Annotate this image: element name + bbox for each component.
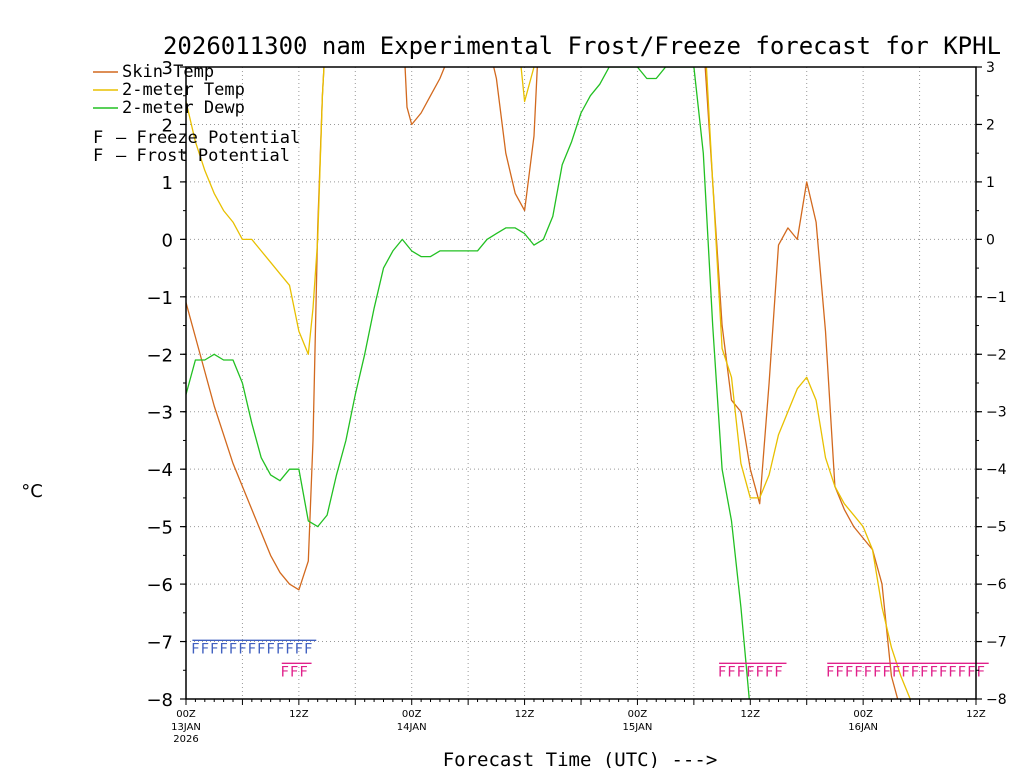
y-tick-label: −4 bbox=[146, 460, 173, 481]
x-tick-label: 12Z bbox=[515, 709, 535, 720]
x-tick-label: 12Z bbox=[966, 709, 986, 720]
x-tick-label: 12Z bbox=[740, 709, 760, 720]
x-tick-sublabel: 14JAN bbox=[397, 722, 427, 733]
y-tick-label-right: 2 bbox=[986, 117, 995, 133]
y-tick-label-right: 1 bbox=[986, 175, 995, 191]
frost-flag: F bbox=[285, 641, 293, 657]
x-tick-label: 00Z bbox=[176, 709, 196, 720]
frost-flag: F bbox=[257, 641, 265, 657]
y-tick-label-right: −5 bbox=[986, 520, 1007, 536]
x-tick-label: 12Z bbox=[289, 709, 309, 720]
y-tick-label-right: 3 bbox=[986, 60, 995, 76]
legend-flag-letter: F bbox=[93, 146, 103, 166]
chart-title: 2026011300 nam Experimental Frost/Freeze… bbox=[163, 32, 1001, 60]
series-line-2-meter-dewp bbox=[186, 67, 750, 699]
freeze-flag: F bbox=[939, 664, 947, 680]
y-tick-label-right: 0 bbox=[986, 232, 995, 248]
freeze-flag: F bbox=[727, 664, 735, 680]
y-tick-label-right: −2 bbox=[986, 347, 1007, 363]
frost-flag: F bbox=[219, 641, 227, 657]
grid bbox=[186, 67, 976, 699]
freeze-flag: F bbox=[774, 664, 782, 680]
y-axis-label: °C bbox=[21, 481, 43, 502]
freeze-flag: F bbox=[892, 664, 900, 680]
frost-flag: F bbox=[201, 641, 209, 657]
y-tick-label: 0 bbox=[162, 230, 173, 251]
freeze-flag: F bbox=[826, 664, 834, 680]
legend-label: 2-meter Dewp bbox=[122, 98, 245, 118]
x-tick-label: 00Z bbox=[628, 709, 648, 720]
frost-flag: F bbox=[266, 641, 274, 657]
frost-flag: F bbox=[248, 641, 256, 657]
legend-label: 2-meter Temp bbox=[122, 80, 245, 100]
legend-label: Skin Temp bbox=[122, 62, 214, 82]
legend-flag-letter: F bbox=[93, 128, 103, 148]
freeze-flag: F bbox=[901, 664, 909, 680]
freeze-flag: F bbox=[948, 664, 956, 680]
axes-layer: 3 3 2 2 1 1 0 0 −1 −1 −2 −2 −3 −3 −4 −4 −5 −5 −6 −6 −7 −7 −8 −8… bbox=[146, 58, 1006, 745]
freeze-flag: F bbox=[873, 664, 881, 680]
frost-flag: F bbox=[229, 641, 237, 657]
freeze-flag: F bbox=[854, 664, 862, 680]
frost-flag: F bbox=[295, 641, 303, 657]
freeze-flag: F bbox=[958, 664, 966, 680]
freeze-flag: F bbox=[746, 664, 754, 680]
y-tick-label-right: −3 bbox=[986, 405, 1007, 421]
series-layer bbox=[186, 67, 911, 699]
x-tick-label: 00Z bbox=[402, 709, 422, 720]
x-tick-sublabel: 13JAN bbox=[171, 722, 201, 733]
legend-flag-label: – Freeze Potential bbox=[116, 128, 300, 148]
y-tick-label: 2 bbox=[162, 115, 173, 136]
flags-layer: F F F F F F F F F F F F FF F F F F F F F F F F F F F F F F F F F F F F F F F F bbox=[191, 639, 989, 680]
freeze-flag: F bbox=[920, 664, 928, 680]
y-tick-label: −6 bbox=[146, 575, 173, 596]
legend-flag-label: – Frost Potential bbox=[116, 146, 290, 166]
y-tick-label: −5 bbox=[146, 518, 173, 539]
freeze-flag: F bbox=[290, 664, 298, 680]
x-axis-label: Forecast Time (UTC) ---> bbox=[443, 749, 718, 768]
x-tick-sublabel: 2026 bbox=[173, 734, 198, 745]
series-line-2-meter-temp bbox=[186, 67, 911, 699]
freeze-flag: F bbox=[835, 664, 843, 680]
freeze-flag: F bbox=[718, 664, 726, 680]
x-tick-sublabel: 15JAN bbox=[623, 722, 653, 733]
freeze-flag: F bbox=[755, 664, 763, 680]
freeze-flag: F bbox=[882, 664, 890, 680]
y-tick-label-right: −7 bbox=[986, 635, 1007, 651]
y-tick-label-right: −8 bbox=[986, 692, 1007, 708]
freeze-flag: F bbox=[976, 664, 984, 680]
y-tick-label: −3 bbox=[146, 403, 173, 424]
y-tick-label: −8 bbox=[146, 690, 173, 711]
freeze-flag: F bbox=[765, 664, 773, 680]
y-tick-label-right: −4 bbox=[986, 462, 1007, 478]
frost-flag: F bbox=[191, 641, 199, 657]
y-tick-label: −7 bbox=[146, 633, 173, 654]
freeze-flag: F bbox=[864, 664, 872, 680]
x-tick-label: 00Z bbox=[853, 709, 873, 720]
frost-flag: F bbox=[238, 641, 246, 657]
freeze-flag: F bbox=[281, 664, 289, 680]
freeze-flag: F bbox=[845, 664, 853, 680]
freeze-flag: F bbox=[967, 664, 975, 680]
frost-flag: F bbox=[210, 641, 218, 657]
x-tick-sublabel: 16JAN bbox=[848, 722, 878, 733]
frost-flag: F bbox=[304, 641, 312, 657]
y-tick-label: 3 bbox=[162, 58, 173, 79]
freeze-flag: F bbox=[929, 664, 937, 680]
y-tick-label: −2 bbox=[146, 345, 173, 366]
y-tick-label-right: −1 bbox=[986, 290, 1007, 306]
series-line-skin-temp bbox=[186, 67, 899, 699]
y-tick-label: 1 bbox=[162, 173, 173, 194]
freeze-flag: F bbox=[299, 664, 307, 680]
frost-flag: F bbox=[276, 641, 284, 657]
freeze-flag: F bbox=[737, 664, 745, 680]
y-tick-label: −1 bbox=[146, 288, 173, 309]
freeze-flag: F bbox=[911, 664, 919, 680]
y-tick-label-right: −6 bbox=[986, 577, 1007, 593]
